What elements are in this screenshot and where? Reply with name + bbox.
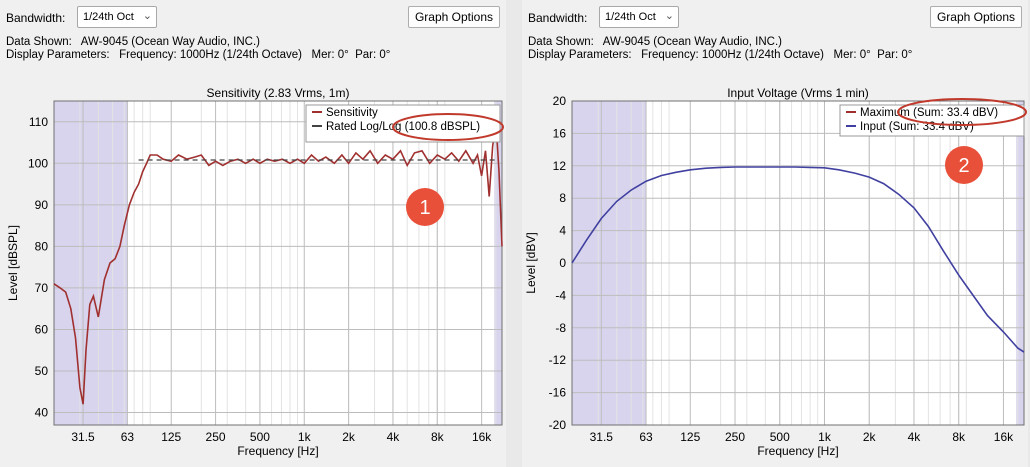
y-tick-label: 100 (28, 156, 48, 170)
chart-title: Input Voltage (Vrms 1 min) (727, 86, 869, 100)
chart-title: Sensitivity (2.83 Vrms, 1m) (207, 86, 350, 100)
bandwidth-select[interactable]: 1/24th Oct ⌄ (77, 6, 157, 28)
legend-box (305, 104, 501, 143)
y-tick-label: 60 (35, 322, 49, 336)
chevron-down-icon: ⌄ (664, 10, 674, 22)
graph-options-button[interactable]: Graph Options (930, 6, 1022, 28)
y-tick-label: -4 (555, 288, 566, 302)
x-tick-label: 500 (250, 430, 270, 444)
y-tick-label: -8 (555, 321, 566, 335)
chevron-down-icon: ⌄ (142, 10, 152, 22)
highlight-ellipse (392, 113, 504, 141)
legend-label: Rated Log/Log (100.8 dBSPL) (326, 121, 480, 133)
x-tick-label: 250 (725, 430, 745, 444)
y-tick-label: -16 (549, 386, 567, 400)
x-tick-label: 4k (387, 430, 401, 444)
x-tick-label: 31.5 (71, 430, 95, 444)
series-line (571, 166, 1025, 353)
bandwidth-label: Bandwidth: (528, 11, 588, 25)
y-tick-label: 90 (35, 198, 49, 212)
graph-options-button[interactable]: Graph Options (408, 6, 500, 28)
x-tick-label: 1k (298, 430, 312, 444)
x-tick-label: 63 (121, 430, 135, 444)
x-tick-label: 8k (431, 430, 445, 444)
y-tick-label: 110 (29, 115, 48, 129)
legend-label: Input (Sum: 33.4 dBV) (860, 121, 974, 133)
x-tick-label: 2k (863, 430, 877, 444)
x-tick-label: 4k (908, 430, 922, 444)
annotation-badge (945, 146, 983, 184)
y-tick-label: -20 (549, 418, 567, 432)
annotation-badge (406, 188, 444, 226)
x-tick-label: 31.5 (590, 430, 614, 444)
series-line (53, 121, 503, 405)
x-axis-label: Frequency [Hz] (757, 444, 838, 458)
x-tick-label: 125 (680, 430, 700, 444)
data-shown-text: Data Shown: AW-9045 (Ocean Way Audio, IN… (6, 36, 260, 48)
annotation-badge-label: 2 (958, 155, 969, 177)
x-tick-label: 16k (472, 430, 492, 444)
y-axis-label: Level [dBSPL] (6, 225, 20, 301)
bandwidth-label: Bandwidth: (6, 11, 66, 25)
plot-border (53, 100, 503, 426)
y-tick-label: -12 (549, 353, 567, 367)
y-axis-label: Level [dBV] (524, 232, 538, 293)
y-tick-label: 0 (559, 256, 566, 270)
y-tick-label: 20 (553, 94, 567, 108)
legend-box (839, 104, 1025, 137)
y-tick-label: 16 (553, 126, 567, 140)
legend-label: Sensitivity (326, 107, 378, 119)
legend-label: Maximum (Sum: 33.4 dBV) (860, 107, 998, 119)
x-tick-label: 1k (818, 430, 832, 444)
bandwidth-value: 1/24th Oct (83, 11, 134, 23)
x-tick-label: 16k (994, 430, 1014, 444)
x-axis-label: Frequency [Hz] (237, 444, 318, 458)
y-tick-label: 4 (559, 224, 566, 238)
y-tick-label: 70 (35, 281, 49, 295)
x-tick-label: 2k (342, 430, 356, 444)
input-voltage-chart: 31.5 63 125 250 500 1k 2k 4k 8k 16k -20 -16 -12 -8 -4 0… (524, 86, 1027, 458)
y-tick-label: 40 (35, 406, 49, 420)
x-tick-label: 8k (952, 430, 966, 444)
y-tick-label: 8 (559, 191, 566, 205)
bandwidth-value: 1/24th Oct (605, 11, 656, 23)
x-tick-label: 125 (161, 430, 181, 444)
bandwidth-select[interactable]: 1/24th Oct ⌄ (599, 6, 679, 28)
right-panel: Bandwidth: 1/24th Oct ⌄ Graph Options Da… (522, 0, 1028, 467)
x-tick-label: 63 (639, 430, 653, 444)
x-tick-label: 250 (206, 430, 226, 444)
display-parameters-text: Display Parameters: Frequency: 1000Hz (1… (528, 49, 913, 61)
sensitivity-chart: 31.5 63 125 250 500 1k 2k 4k 8k 16k 40 50 60 70 80 90 10… (6, 86, 504, 458)
x-tick-label: 500 (770, 430, 790, 444)
highlight-ellipse (897, 98, 1027, 126)
left-panel: Bandwidth: 1/24th Oct ⌄ Graph Options Da… (0, 0, 506, 467)
shaded-band (54, 101, 128, 425)
display-parameters-text: Display Parameters: Frequency: 1000Hz (1… (6, 49, 391, 61)
panel-separator (506, 0, 522, 467)
annotation-badge-label: 1 (419, 197, 430, 219)
shaded-band (494, 101, 502, 425)
y-tick-label: 80 (35, 239, 49, 253)
data-shown-text: Data Shown: AW-9045 (Ocean Way Audio, IN… (528, 36, 782, 48)
y-tick-label: 50 (35, 364, 49, 378)
y-tick-label: 12 (553, 159, 567, 173)
